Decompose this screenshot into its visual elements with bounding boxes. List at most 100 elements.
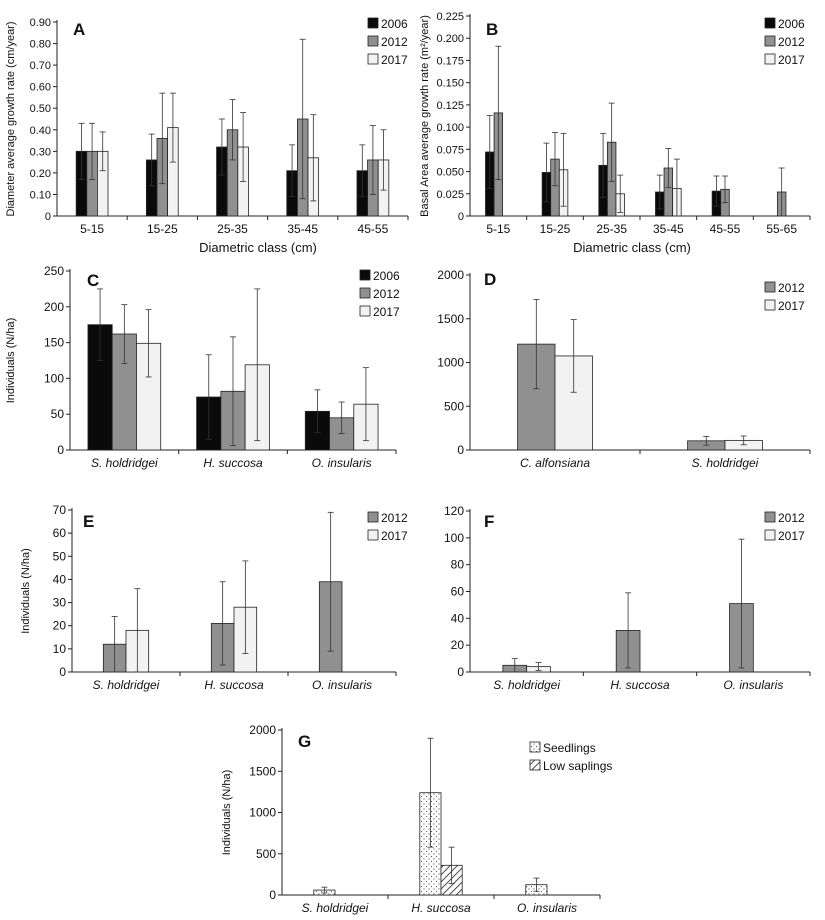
chart-panel-b: B 0 0.025 0.050 0.075 0.100 0.125 0.150 0.175 0.2… [419,11,811,255]
y-tick-label: 2000 [249,723,276,737]
y-tick-label: 80 [451,558,465,572]
y-tick-label: 500 [256,847,276,861]
chart-panel-d: D 0 500 1000 1500 2000 C. alfonsiana S. holdrid… [437,268,811,470]
legend-swatch [367,35,379,47]
y-tick-label: 1000 [437,356,464,370]
x-tick-label: O. insularis [517,901,577,915]
y-tick-label: 250 [44,264,64,278]
legend-swatch [764,281,776,293]
legend: 2006 2012 2017 [764,17,805,67]
legend-label: Low saplings [543,759,612,773]
legend-label: 2006 [381,17,408,31]
y-axis-label: Individuals (N/ha) [5,318,17,404]
x-tick-label: H. succosa [203,456,263,470]
legend-swatch [764,529,776,541]
x-tick-label: 5-15 [486,222,510,236]
panel-letter: A [73,20,85,39]
y-tick-label: 0.225 [436,11,464,23]
x-tick-label: 5-15 [80,222,104,236]
y-tick-label: 0.10 [30,189,51,201]
panel-letter: E [83,512,94,531]
y-tick-label: 0.125 [436,100,464,112]
y-tick-label: 150 [44,336,64,350]
y-tick-label: 0.025 [436,189,464,201]
y-axis-label: Individuals (N/ha) [221,770,233,856]
legend-label: Seedlings [543,741,596,755]
y-tick-label: 0.70 [30,60,51,72]
y-tick-label: 0.60 [30,82,51,94]
chart-panel-a: A 0 0.10 0.20 0.30 0.40 0.50 0.60 0.70 0.80 0.90 Di… [5,17,409,255]
x-tick-label: 55-65 [766,222,797,236]
x-axis-label: Diametric class (cm) [199,240,317,255]
chart-panel-f: F 0 20 40 60 80 100 120 S. holdridgei H. succosa O… [444,504,811,692]
x-tick-label: S. holdridgei [692,456,759,470]
legend-swatch [367,529,379,541]
legend: 2012 2017 [764,281,805,313]
y-tick-label: 10 [53,642,67,656]
legend-swatch [367,17,379,29]
chart-panel-g: G 0 500 1000 1500 2000 Individuals (N/ha) S. ho… [221,723,612,915]
chart-panel-e: E 0 10 20 30 40 50 60 70 Individuals (N/ha) S. hol… [20,503,408,692]
y-tick-label: 50 [53,549,67,563]
x-tick-label: 25-35 [217,222,248,236]
y-tick-label: 0.30 [30,146,51,158]
x-tick-label: 15-25 [147,222,178,236]
y-axis-label: Individuals (N/ha) [20,548,32,634]
legend: 2006 2012 2017 [359,269,400,319]
legend-swatch [764,35,776,47]
x-tick-label: 45-55 [358,222,389,236]
x-tick-label: 15-25 [540,222,571,236]
legend-swatch [764,17,776,29]
x-tick-label: 35-45 [653,222,684,236]
y-tick-label: 20 [451,638,465,652]
y-tick-label: 0.20 [30,168,51,180]
legend-label: 2012 [381,511,408,525]
x-tick-label: 25-35 [596,222,627,236]
y-tick-label: 0.50 [30,103,51,115]
y-tick-label: 30 [53,596,67,610]
legend-label: 2017 [381,529,408,543]
legend-label: 2017 [373,305,400,319]
chart-panel-c: C 0 50 100 150 200 250 Individuals (N/ha) S. hol… [5,264,400,470]
y-tick-label: 500 [444,399,464,413]
y-tick-label: 100 [44,371,64,385]
x-tick-label: C. alfonsiana [520,456,590,470]
legend-label: 2017 [778,299,805,313]
legend-label: 2017 [778,53,805,67]
x-tick-label: S. holdridgei [91,456,158,470]
y-tick-label: 120 [444,504,464,518]
y-tick-label: 1500 [249,764,276,778]
x-tick-label: O. insularis [312,678,372,692]
y-tick-label: 20 [53,619,67,633]
x-tick-label: S. holdridgei [93,678,160,692]
y-tick-label: 200 [44,300,64,314]
y-tick-label: 0.90 [30,17,51,29]
legend-label: 2012 [373,287,400,301]
y-tick-label: 100 [444,531,464,545]
x-tick-label: O. insularis [312,456,372,470]
y-tick-label: 60 [53,526,67,540]
y-axis-label: Basal Area average growth rate (m²/year) [419,15,431,217]
legend-swatch [764,53,776,65]
x-tick-label: O. insularis [723,678,783,692]
legend-label: 2006 [778,17,805,31]
y-tick-label: 0 [457,665,464,679]
x-tick-label: S. holdridgei [493,678,560,692]
legend-swatch [367,53,379,65]
y-tick-label: 50 [51,407,65,421]
panel-letter: G [298,732,311,751]
panel-letter: F [484,512,494,531]
y-tick-label: 0 [45,211,51,223]
y-tick-label: 0.200 [436,33,464,45]
legend-swatch [359,269,371,281]
y-tick-label: 1500 [437,312,464,326]
x-tick-label: 35-45 [287,222,318,236]
legend-label: 2017 [381,53,408,67]
y-tick-label: 70 [53,503,67,517]
y-tick-label: 0 [57,443,64,457]
legend-label: 2012 [778,35,805,49]
y-tick-label: 2000 [437,268,464,282]
x-tick-label: H. succosa [411,901,471,915]
y-tick-label: 0 [59,665,66,679]
